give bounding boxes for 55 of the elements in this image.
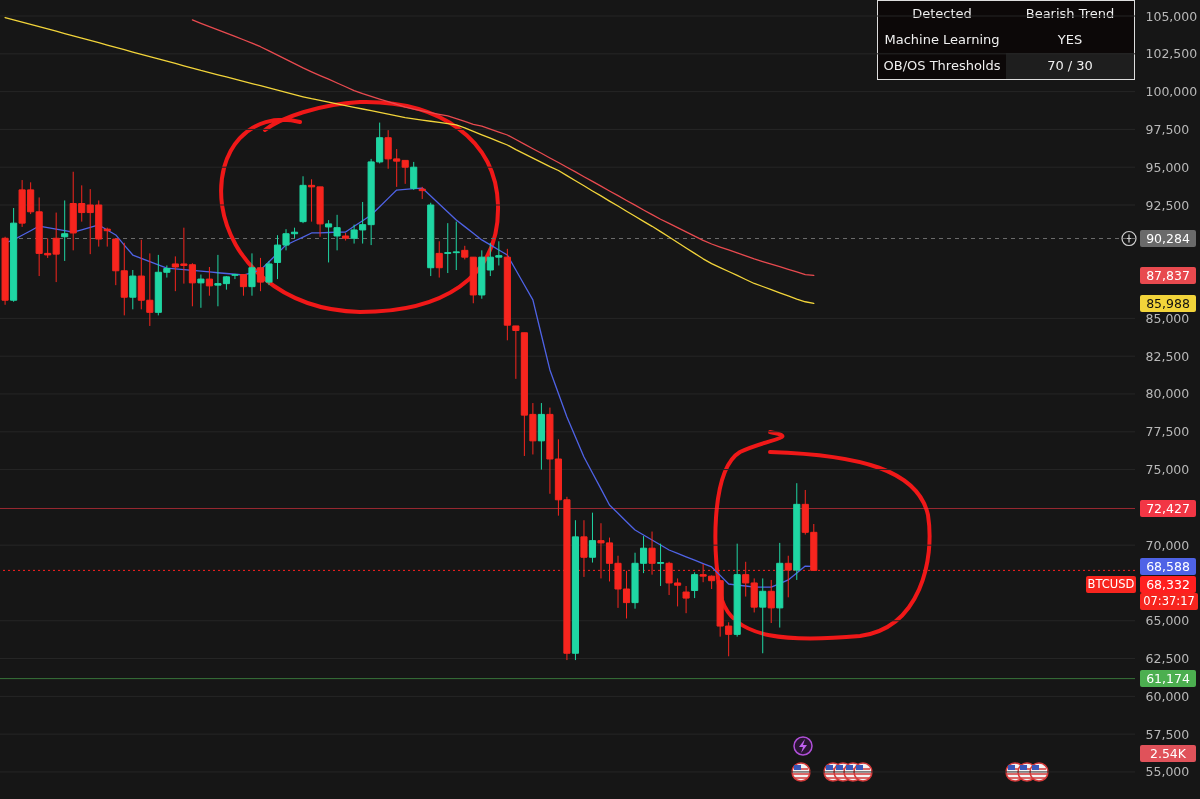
y-tick-label: 75,000 — [1145, 462, 1190, 478]
y-tick-label: 57,500 — [1145, 726, 1190, 742]
candlestick — [444, 222, 452, 274]
candlestick — [239, 274, 248, 297]
candlestick — [588, 512, 597, 564]
text: BTCUSD — [1086, 575, 1136, 593]
text: 85,988 — [1140, 294, 1196, 312]
text: 68,588 — [1140, 557, 1196, 575]
y-tick-label: 105,000 — [1145, 8, 1198, 24]
candlestick — [129, 269, 137, 310]
y-tick-label: 97,500 — [1145, 121, 1190, 137]
candlestick — [205, 266, 213, 297]
candlestick — [265, 260, 273, 286]
text: 07:37:17 — [1140, 592, 1198, 610]
text: 2.54K — [1140, 745, 1196, 762]
y-tick-label: 60,000 — [1145, 688, 1190, 704]
y-tick-label: 82,500 — [1145, 348, 1190, 364]
candlestick — [410, 161, 418, 191]
y-tick-label: 70,000 — [1145, 537, 1190, 553]
candlestick — [197, 274, 205, 309]
line-series — [191, 19, 815, 277]
text: Machine Learning — [883, 31, 1001, 49]
y-tick-label: 55,000 — [1145, 764, 1190, 780]
y-tick-label: 85,000 — [1145, 310, 1190, 326]
ref-line-label: 72,427 — [1140, 499, 1196, 517]
candlestick — [435, 240, 443, 279]
y-tick-label: 100,000 — [1145, 84, 1198, 100]
candlestick — [767, 579, 775, 624]
y-tick-label: 92,500 — [1145, 197, 1190, 213]
text: 87,837 — [1140, 266, 1196, 284]
candlestick — [759, 577, 767, 654]
y-tick-label: 77,500 — [1145, 424, 1190, 440]
text: 70 / 30 — [1006, 53, 1134, 79]
ref-line-label: 90,284 — [1140, 230, 1196, 247]
y-tick-label: 65,000 — [1145, 613, 1190, 629]
candlestick — [452, 221, 460, 271]
candlestick — [691, 571, 699, 599]
candlestick — [256, 257, 265, 292]
y-tick-label: 102,500 — [1145, 46, 1198, 62]
line-series — [4, 16, 815, 305]
candlestick — [61, 199, 69, 262]
text: Bearish Trend — [1024, 5, 1116, 23]
y-tick-label: 80,000 — [1145, 386, 1190, 402]
text: YES — [1056, 31, 1084, 49]
text: OB/OS Thresholds — [882, 57, 1002, 75]
candlestick — [248, 252, 256, 297]
y-tick-label: 62,500 — [1145, 651, 1190, 667]
legend-label: 68,332 — [1140, 575, 1196, 593]
y-tick-label: 95,000 — [1145, 159, 1190, 175]
text: Detected — [911, 5, 973, 23]
candlestick — [682, 585, 690, 614]
candlestick — [580, 519, 588, 578]
ref-line-label: 61,174 — [1140, 670, 1196, 688]
candlestick — [231, 273, 239, 280]
candlestick — [657, 543, 665, 587]
